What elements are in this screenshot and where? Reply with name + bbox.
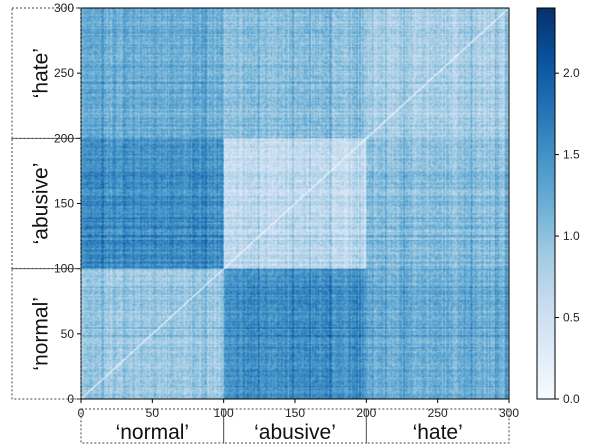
x-group-box xyxy=(80,408,225,444)
colorbar-tick-label: 1.0 xyxy=(563,229,580,243)
y-group-label: ‘abusive’ xyxy=(30,163,53,245)
y-group-box xyxy=(11,137,82,270)
heatmap-plot-area xyxy=(80,7,510,400)
x-group-label: ‘normal’ xyxy=(116,421,190,444)
colorbar-ticks: 0.0 0.5 1.0 1.5 2.0 xyxy=(555,66,580,406)
x-tick-label: 50 xyxy=(146,406,160,420)
colorbar-gradient xyxy=(536,7,556,400)
colorbar-tick-label: 1.5 xyxy=(563,148,580,162)
colorbar-tick-label: 2.0 xyxy=(563,66,580,80)
x-group-box xyxy=(365,408,510,444)
x-group-label: ‘hate’ xyxy=(413,421,463,444)
y-tick-label: 250 xyxy=(54,66,74,80)
x-tick-label: 150 xyxy=(285,406,305,420)
heatmap-matrix xyxy=(81,8,509,399)
y-tick-label: 50 xyxy=(61,327,75,341)
x-tick-label: 250 xyxy=(428,406,448,420)
x-group-label: ‘abusive’ xyxy=(254,421,336,444)
y-group-label: ‘normal’ xyxy=(30,297,53,371)
x-group-box xyxy=(223,408,367,444)
y-group-box xyxy=(11,7,82,139)
colorbar-tick-label: 0.0 xyxy=(563,392,580,406)
colorbar xyxy=(536,7,556,400)
x-tick-label: 300 xyxy=(499,406,519,420)
y-tick-label: 150 xyxy=(54,197,74,211)
y-group-box xyxy=(11,268,82,400)
group-label-boxes: ‘normal’ ‘normal’ ‘abusive’ ‘abusive’ ‘hate’… xyxy=(11,7,510,444)
y-group-label: ‘hate’ xyxy=(30,48,53,98)
colorbar-tick-label: 0.5 xyxy=(563,311,580,325)
x-axis-ticks: 0 50 100 150 200 250 300 xyxy=(78,399,519,420)
